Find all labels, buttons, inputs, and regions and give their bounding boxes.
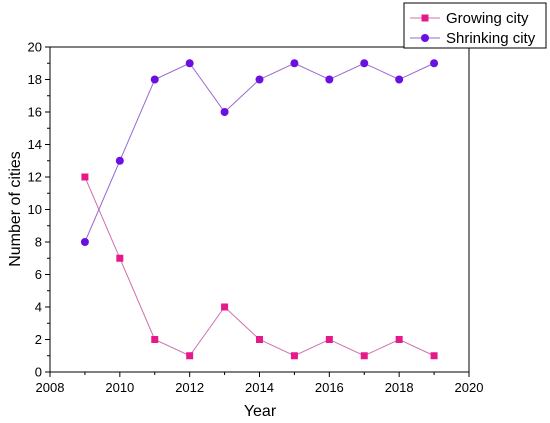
data-point-square	[325, 336, 333, 343]
y-tick-label: 10	[28, 202, 42, 217]
data-point-circle	[185, 59, 194, 68]
data-point-square	[186, 352, 194, 360]
data-point-square	[256, 336, 263, 343]
x-tick-label: 2012	[175, 380, 204, 395]
data-point-circle	[290, 59, 299, 68]
data-point-circle	[360, 59, 369, 68]
x-axis-title: Year	[244, 403, 277, 420]
y-tick-label: 0	[35, 365, 42, 380]
legend-marker-square	[421, 14, 429, 22]
series-line	[84, 62, 435, 243]
data-point-circle	[220, 108, 229, 116]
data-point-circle	[325, 75, 334, 84]
data-point-square	[81, 173, 89, 181]
x-axis-ticks: 2008 2010 2012 2014 2016 2018 2020	[36, 372, 484, 395]
y-tick-label: 12	[28, 170, 42, 185]
series-layer	[80, 59, 439, 360]
plot-frame	[49, 46, 470, 373]
legend-item: Shrinking city	[410, 30, 536, 47]
legend-label: Growing city	[446, 10, 529, 27]
y-tick-label: 4	[35, 300, 42, 315]
x-tick-label: 2020	[455, 380, 484, 395]
y-axis-ticks: 0 2 4 6 8 10 12 14 16 18 20	[28, 40, 50, 380]
x-tick-label: 2018	[385, 380, 414, 395]
legend-label: Shrinking city	[446, 30, 536, 47]
data-point-circle	[255, 75, 264, 84]
data-point-square	[151, 336, 159, 343]
axes	[49, 46, 470, 373]
legend-items: Growing city Shrinking city	[410, 10, 536, 47]
y-tick-label: 20	[28, 40, 42, 55]
y-tick-label: 16	[28, 105, 42, 120]
y-tick-label: 8	[35, 235, 42, 250]
x-tick-label: 2014	[245, 380, 274, 395]
series-growing-city	[81, 173, 438, 360]
data-point-circle	[395, 75, 404, 84]
data-point-square	[395, 336, 403, 343]
x-tick-label: 2010	[105, 380, 134, 395]
data-point-square	[221, 303, 229, 311]
data-point-circle	[115, 156, 124, 165]
legend-marker-circle	[421, 34, 429, 42]
y-axis-title: Number of cities	[7, 151, 24, 267]
y-tick-label: 18	[28, 72, 42, 87]
x-tick-label: 2016	[315, 380, 344, 395]
data-point-circle	[430, 59, 439, 68]
data-point-circle	[80, 238, 89, 246]
y-tick-label: 2	[35, 332, 42, 347]
data-point-square	[360, 352, 368, 360]
series-shrinking-city	[80, 59, 439, 246]
x-tick-label: 2008	[36, 380, 65, 395]
y-tick-label: 6	[35, 267, 42, 282]
series-line	[84, 176, 435, 357]
legend-item: Growing city	[410, 10, 529, 27]
data-point-circle	[150, 75, 159, 84]
data-point-square	[290, 352, 298, 360]
data-point-square	[116, 254, 124, 262]
y-tick-label: 14	[28, 137, 42, 152]
data-point-square	[430, 352, 438, 360]
legend: Growing city Shrinking city	[403, 2, 547, 49]
